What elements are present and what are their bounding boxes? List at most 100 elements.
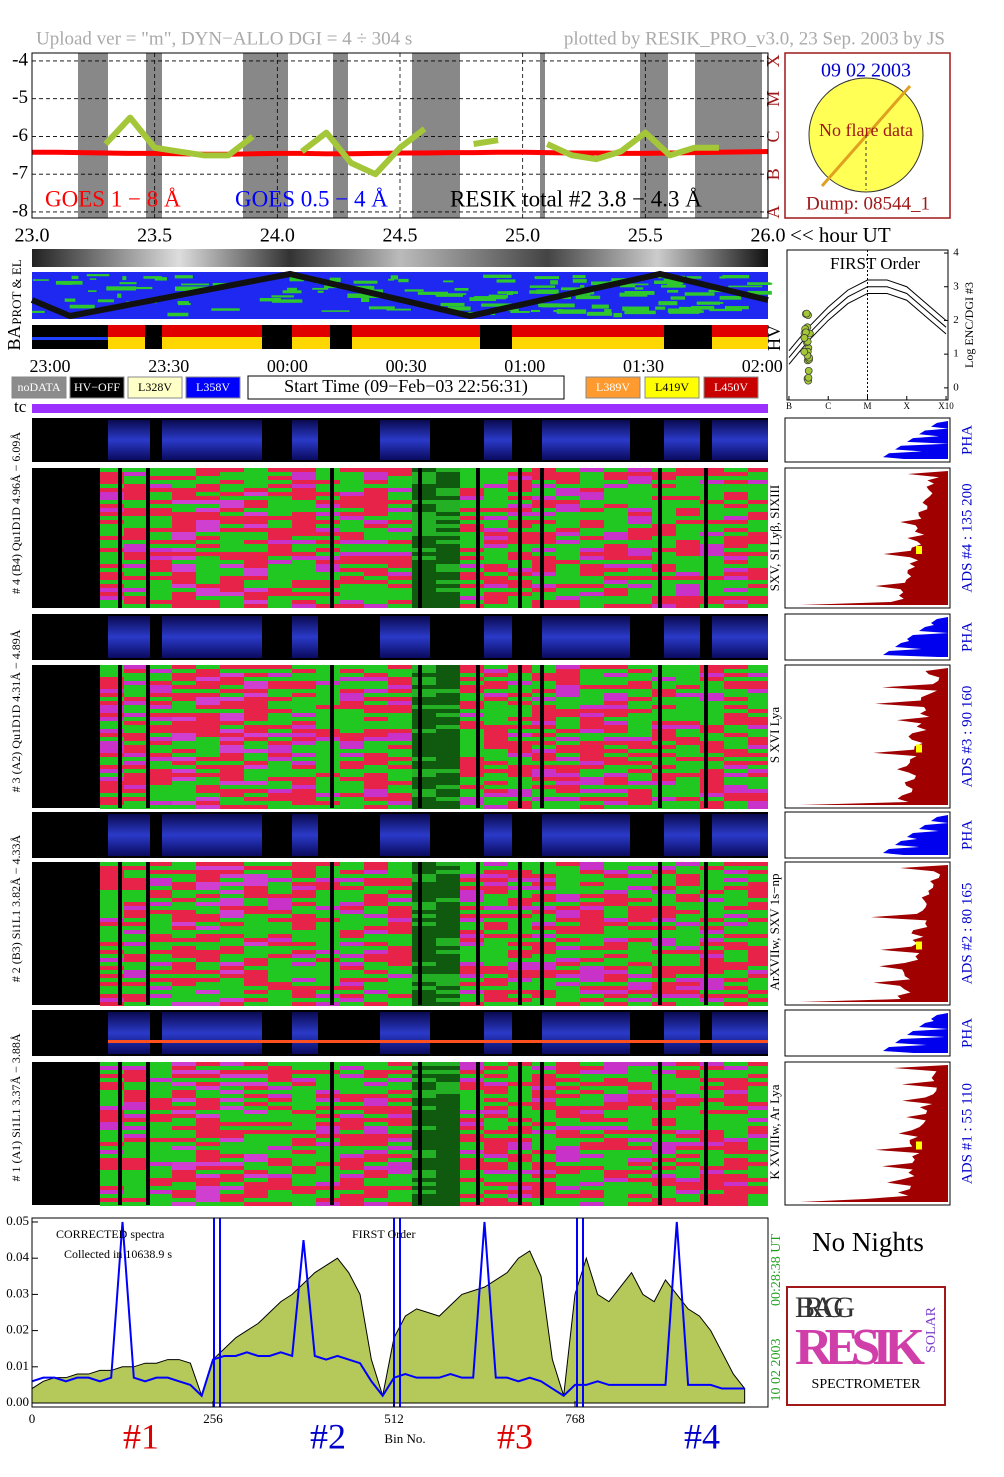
spectrogram-cell xyxy=(652,1098,676,1102)
spectrogram-cell xyxy=(724,524,748,528)
spectrogram-cell xyxy=(700,701,724,705)
spectrogram-cell xyxy=(412,793,436,797)
spectrogram-cell xyxy=(484,673,508,677)
spectrogram-cell xyxy=(700,1150,724,1154)
spectrogram-cell xyxy=(412,548,436,552)
prot-texture xyxy=(387,278,394,281)
spectrogram-cell xyxy=(316,918,340,922)
spectrogram-cell xyxy=(412,962,436,966)
spectrogram-cell xyxy=(412,1174,436,1178)
pha-block xyxy=(108,814,150,856)
spectrogram-cell xyxy=(412,890,436,894)
spectrogram-cell xyxy=(460,532,484,536)
spectrogram-cell xyxy=(556,870,580,874)
spectrogram-cell xyxy=(484,994,508,998)
spectrogram-cell xyxy=(340,950,364,954)
spectrogram-cell xyxy=(220,1066,244,1070)
spectrogram-cell xyxy=(676,673,700,677)
spectrogram-cell xyxy=(556,476,580,480)
spectrogram-cell xyxy=(220,544,244,548)
prot-texture xyxy=(550,280,558,285)
spectrogram-cell xyxy=(604,1074,628,1078)
eclipse-band xyxy=(540,53,545,218)
y-tick-label: 1 xyxy=(953,348,959,360)
pha-block xyxy=(664,420,700,460)
spectrogram-cell xyxy=(220,890,244,894)
spectrogram-cell xyxy=(676,1202,700,1206)
spectrogram-cell xyxy=(124,765,148,769)
spectrogram-cell xyxy=(292,934,316,938)
spectrogram-cell xyxy=(460,725,484,729)
spectrogram-cell xyxy=(436,970,460,974)
spectrogram-cell xyxy=(340,1074,364,1078)
prot-texture xyxy=(398,278,409,283)
spectrogram-cell xyxy=(268,974,292,978)
spectrogram-cell xyxy=(436,512,460,516)
spectrogram-cell xyxy=(436,801,460,805)
spectrogram-cell xyxy=(748,1098,768,1102)
spectrogram-cell xyxy=(268,890,292,894)
spectrogram-cell xyxy=(388,709,412,713)
spectrogram-cell xyxy=(124,1134,148,1138)
spectrogram-cell xyxy=(388,986,412,990)
spectrogram-cell xyxy=(244,1198,268,1202)
spectrogram-cell xyxy=(436,536,460,540)
spectrogram-cell xyxy=(340,472,364,476)
spectrogram-cell xyxy=(412,954,436,958)
spectrogram-cell xyxy=(220,1094,244,1098)
prot-texture xyxy=(143,276,162,279)
spectrogram-cell xyxy=(700,713,724,717)
spectrogram-cell xyxy=(580,476,604,480)
spectrogram-cell xyxy=(700,874,724,878)
spectrogram-cell xyxy=(268,894,292,898)
spectrogram-cell xyxy=(268,1078,292,1082)
spectrogram-cell xyxy=(580,733,604,737)
spectrogram-cell xyxy=(724,902,748,906)
spectrogram-gap xyxy=(518,468,522,608)
spectrogram-cell xyxy=(124,488,148,492)
spectrogram-cell xyxy=(604,564,628,568)
spectrogram-cell xyxy=(316,797,340,801)
spectrogram-cell xyxy=(580,1158,604,1162)
spectrogram-cell xyxy=(460,669,484,673)
spectrogram-cell xyxy=(316,560,340,564)
spectrogram-cell xyxy=(100,1166,124,1170)
spectrogram-cell xyxy=(652,560,676,564)
prot-texture xyxy=(417,291,448,295)
spectrogram-cell xyxy=(100,765,124,769)
spectrogram-cell xyxy=(460,520,484,524)
spectrogram-cell xyxy=(124,1118,148,1122)
spectrogram-cell xyxy=(748,584,768,588)
spectrogram-cell xyxy=(676,926,700,930)
spectrogram-cell xyxy=(628,1114,652,1118)
y-tick-label: 0 xyxy=(953,381,959,393)
spectrogram-cell xyxy=(628,1118,652,1122)
spectrogram-cell xyxy=(340,753,364,757)
spectrogram-cell xyxy=(724,950,748,954)
spectrogram-cell xyxy=(676,777,700,781)
spectrogram-cell xyxy=(172,862,196,866)
spectrogram-cell xyxy=(748,592,768,596)
spectrogram-cell xyxy=(244,604,268,608)
spectrogram-cell xyxy=(556,970,580,974)
spectrogram-cell xyxy=(220,777,244,781)
spectrogram-cell xyxy=(700,520,724,524)
spectrogram-cell xyxy=(556,705,580,709)
prot-texture xyxy=(572,279,587,283)
spectrogram-cell xyxy=(724,500,748,504)
spectrogram-cell xyxy=(628,998,652,1002)
spectrogram-cell xyxy=(364,709,388,713)
logo-solar: SOLAR xyxy=(924,1306,939,1353)
spectrogram-cell xyxy=(100,721,124,725)
spectrogram-cell xyxy=(556,946,580,950)
spectrogram-cell xyxy=(484,1178,508,1182)
spectrogram-cell xyxy=(460,713,484,717)
spectrogram-cell xyxy=(220,1142,244,1146)
spectrogram-cell xyxy=(460,938,484,942)
spectrogram-cell xyxy=(244,576,268,580)
spectrogram-cell xyxy=(124,717,148,721)
spectrogram-cell xyxy=(412,882,436,886)
spectrogram-cell xyxy=(292,946,316,950)
spectrogram-cell xyxy=(196,604,220,608)
spectrogram-cell xyxy=(412,737,436,741)
